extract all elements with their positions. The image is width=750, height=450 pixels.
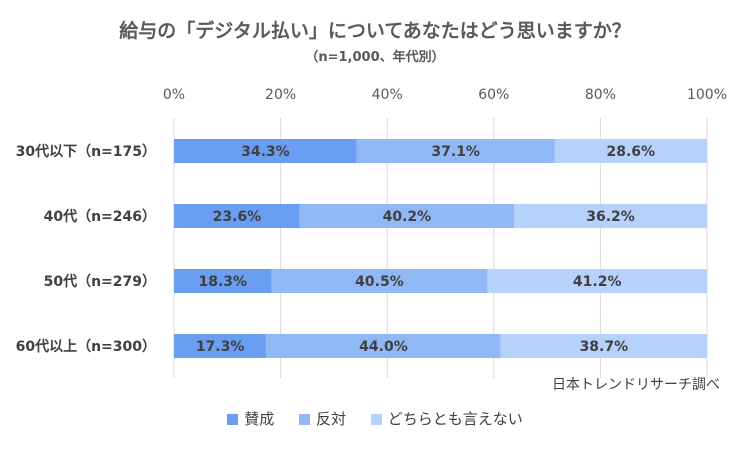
- legend-label-neutral: どちらとも言えない: [387, 410, 523, 428]
- bar-segment: [514, 204, 707, 228]
- chart-title: 給与の「デジタル払い」についてあなたはどう思いますか？: [119, 20, 631, 42]
- bar-segment: [174, 139, 357, 163]
- bar-segment: [174, 204, 300, 228]
- legend-swatch-neutral: [370, 414, 382, 425]
- category-label: 60代以上（n=300）: [16, 338, 156, 355]
- legend-item-support: 賛成: [227, 408, 274, 429]
- data-label: 17.3%: [196, 339, 245, 355]
- chart-subtitle: （n=1,000、年代別）: [305, 50, 445, 65]
- bar-segment: [299, 204, 515, 228]
- data-label: 41.2%: [573, 274, 622, 290]
- legend-swatch-support: [227, 414, 239, 425]
- category-label: 50代（n=279）: [44, 273, 156, 290]
- data-label: 18.3%: [198, 274, 247, 290]
- bar-segment: [174, 334, 267, 358]
- source-note: 日本トレンドリサーチ調べ: [552, 377, 720, 393]
- bar-segment: [554, 139, 707, 163]
- bar-segment: [266, 334, 501, 358]
- data-label: 37.1%: [431, 144, 480, 160]
- legend: 賛成 反対 どちらとも言えない: [0, 408, 750, 429]
- legend-label-oppose: 反対: [315, 410, 346, 428]
- legend-label-support: 賛成: [244, 410, 275, 428]
- data-label: 44.0%: [359, 339, 408, 355]
- data-label: 28.6%: [606, 144, 655, 160]
- legend-swatch-oppose: [298, 414, 310, 425]
- data-label: 36.2%: [586, 209, 635, 225]
- category-label: 40代（n=246）: [44, 208, 156, 225]
- bar-segment: [356, 139, 555, 163]
- x-tick-label: 80%: [585, 87, 616, 103]
- x-tick-label: 40%: [372, 87, 403, 103]
- legend-item-neutral: どちらとも言えない: [370, 408, 523, 429]
- data-label: 34.3%: [241, 144, 290, 160]
- data-label: 38.7%: [580, 339, 629, 355]
- x-tick-label: 100%: [687, 87, 727, 103]
- data-label: 40.5%: [355, 274, 404, 290]
- x-tick-label: 60%: [478, 87, 509, 103]
- bar-segment: [174, 269, 272, 293]
- category-label: 30代以下（n=175）: [16, 143, 156, 160]
- data-label: 23.6%: [213, 209, 262, 225]
- x-tick-label: 0%: [163, 87, 185, 103]
- bar-segment: [271, 269, 488, 293]
- legend-item-oppose: 反対: [298, 408, 346, 429]
- x-tick-label: 20%: [265, 87, 296, 103]
- bar-segment: [487, 269, 707, 293]
- bar-segment: [500, 334, 707, 358]
- data-label: 40.2%: [383, 209, 432, 225]
